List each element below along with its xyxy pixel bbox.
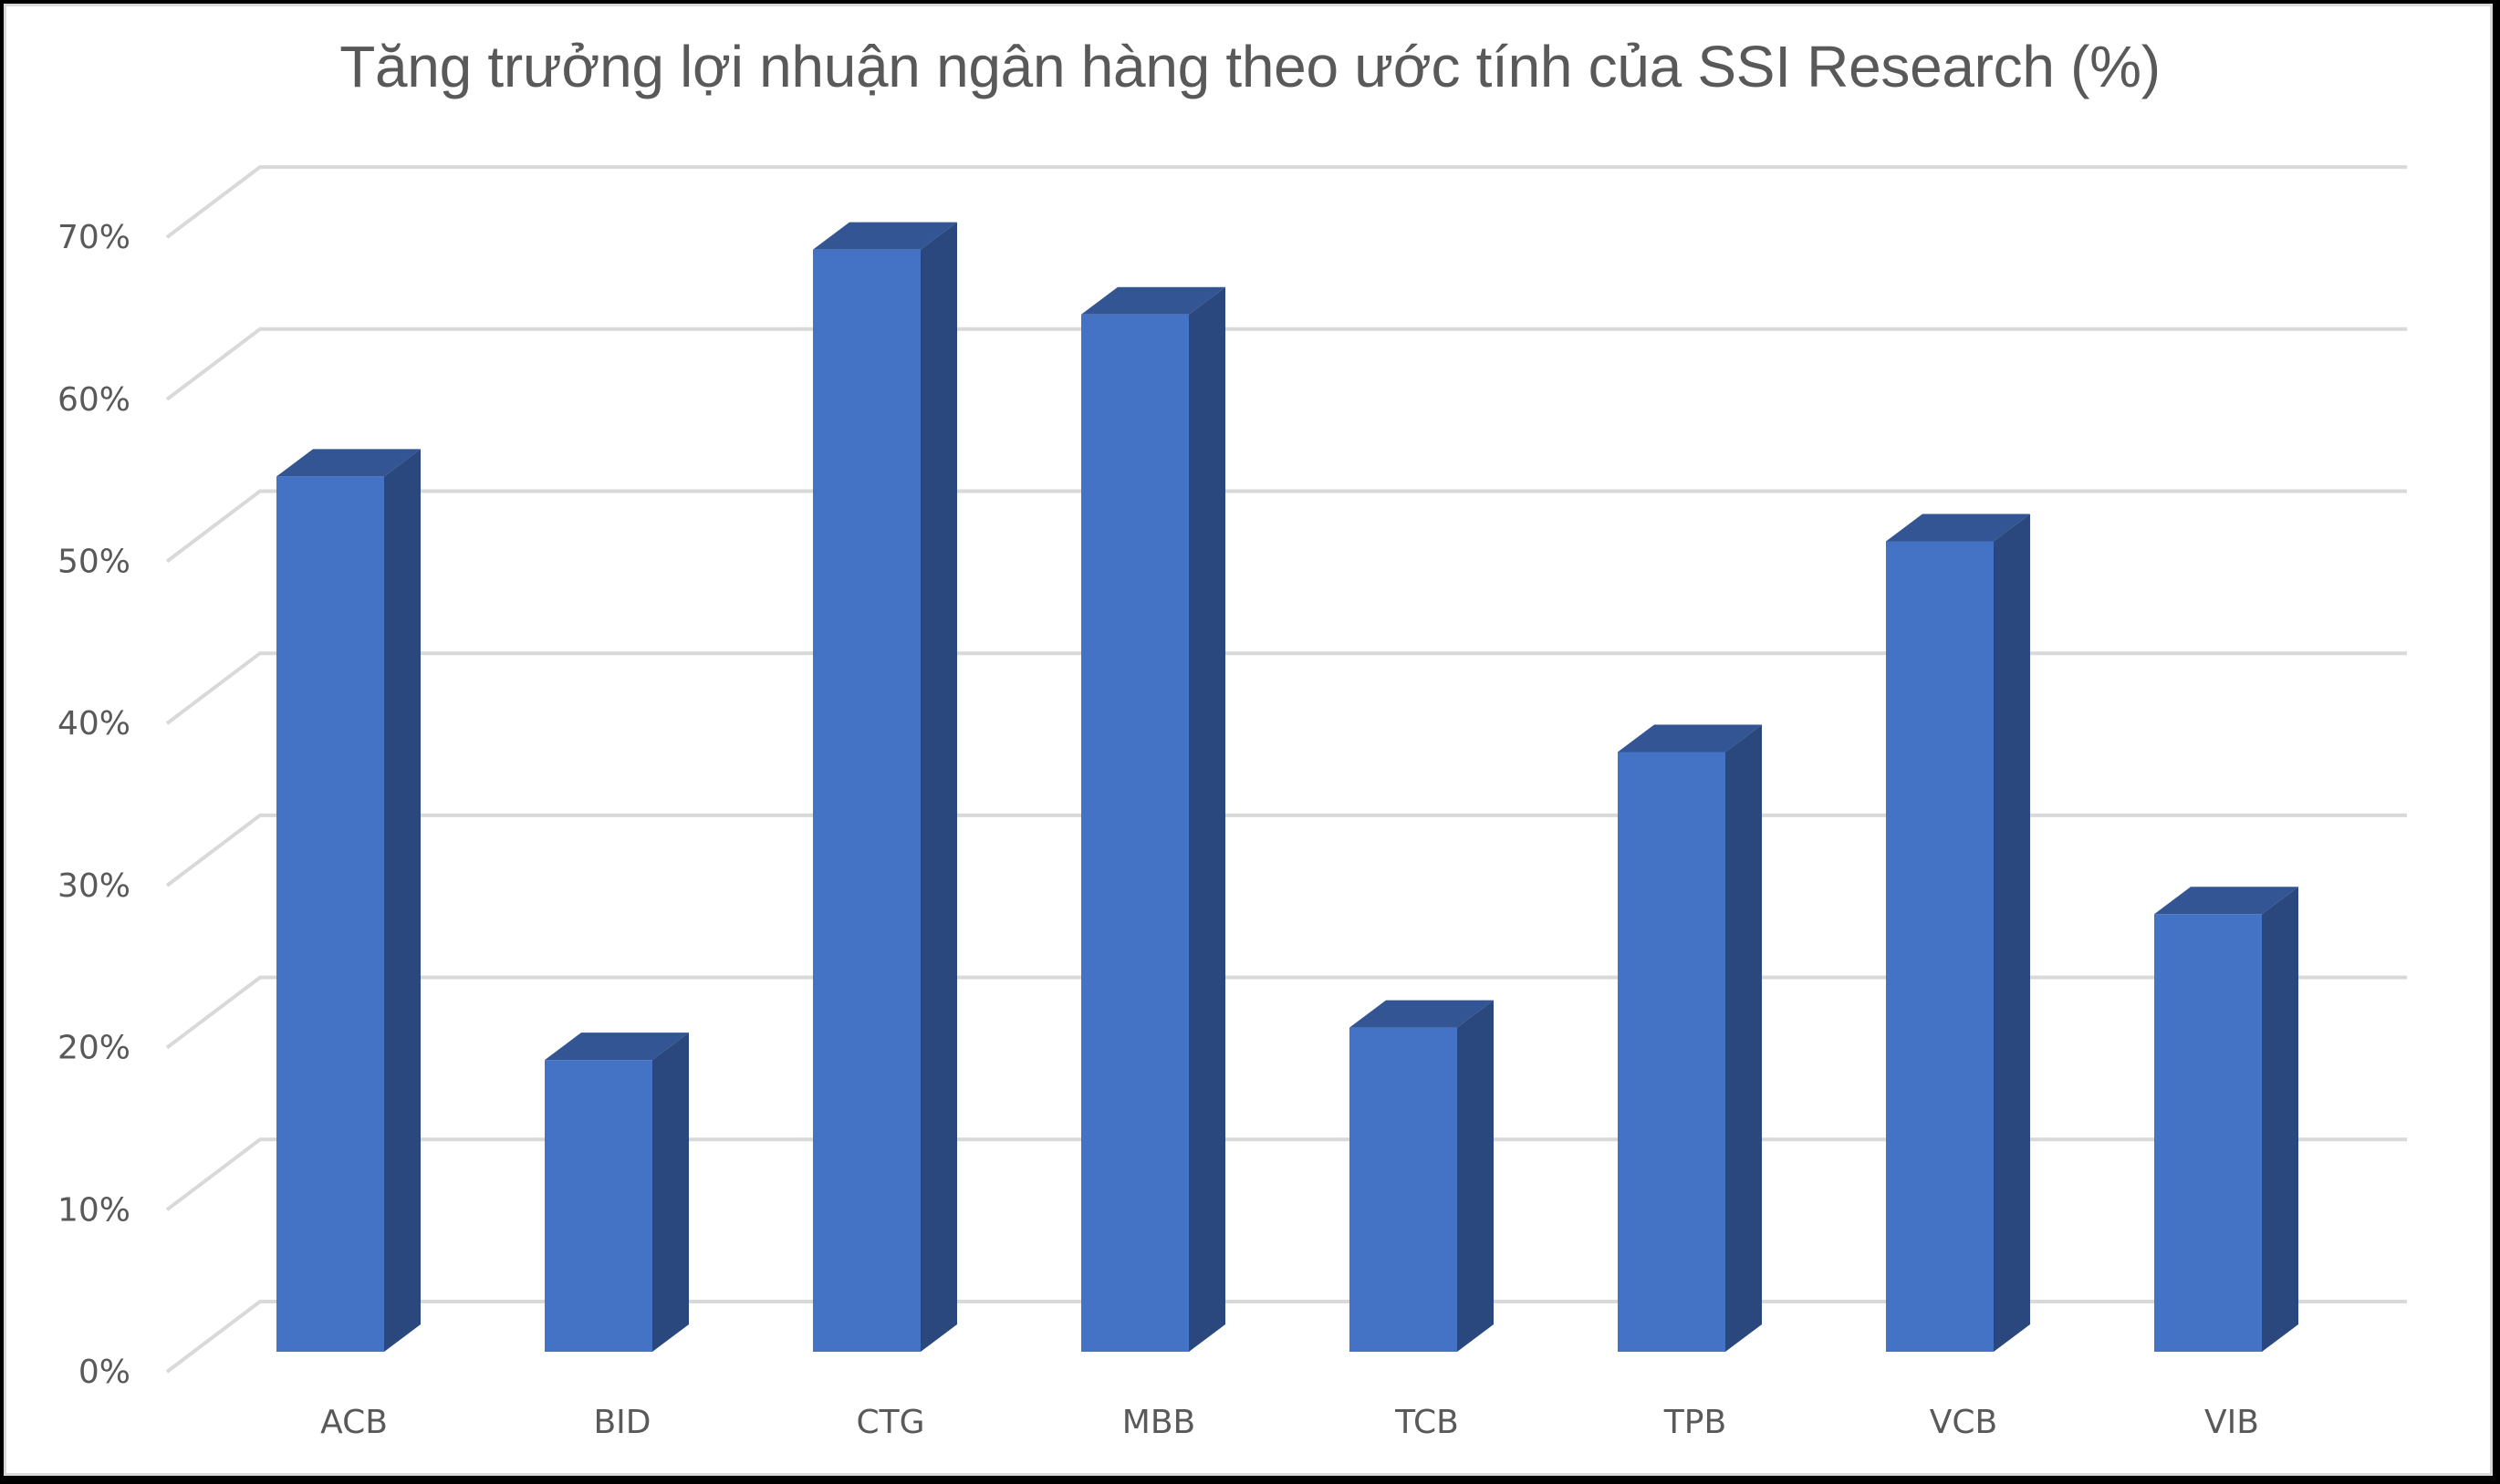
- gridline: [165, 813, 2407, 887]
- bar-top-face: [545, 1033, 689, 1061]
- gridline: [165, 651, 2407, 725]
- bar-front-face: [545, 1060, 652, 1352]
- gridlines: [165, 165, 2407, 1374]
- x-category-label: TCB: [1394, 1404, 1459, 1441]
- bar-top-face: [1081, 286, 1225, 315]
- bar-tpb: [1618, 724, 1762, 1352]
- bar-bid: [545, 1033, 689, 1352]
- bar-front-face: [2154, 914, 2262, 1352]
- gridline: [165, 327, 2407, 401]
- bar-top-face: [813, 222, 957, 250]
- gridline: [165, 1300, 2407, 1374]
- x-category-label: TPB: [1663, 1404, 1726, 1441]
- bar-top-face: [276, 449, 421, 477]
- bar-side-face: [384, 449, 421, 1352]
- y-tick-label: 30%: [57, 867, 130, 905]
- bar-side-face: [1457, 1000, 1494, 1352]
- bars: [276, 222, 2298, 1353]
- bar-front-face: [813, 249, 921, 1352]
- bar-vcb: [1886, 514, 2030, 1352]
- x-category-label: VIB: [2204, 1404, 2259, 1441]
- chart-title: Tăng trưởng lợi nhuận ngân hàng theo ước…: [339, 34, 2161, 99]
- gridline: [165, 489, 2407, 564]
- bar-top-face: [2154, 887, 2298, 915]
- gridline: [165, 975, 2407, 1050]
- gridline: [165, 165, 2407, 239]
- bar-top-face: [1886, 514, 2030, 542]
- bar-vib: [2154, 887, 2298, 1352]
- bar-side-face: [921, 222, 957, 1352]
- bar-front-face: [1349, 1027, 1457, 1352]
- gridline: [165, 1137, 2407, 1211]
- bar-side-face: [2262, 887, 2298, 1352]
- bar-mbb: [1081, 286, 1225, 1353]
- bar-side-face: [1189, 286, 1225, 1353]
- bar-acb: [276, 449, 421, 1352]
- y-tick-label: 60%: [57, 381, 130, 419]
- bar-side-face: [1994, 514, 2030, 1352]
- bar-front-face: [1618, 752, 1725, 1352]
- bar-ctg: [813, 222, 957, 1352]
- bar-tcb: [1349, 1000, 1494, 1352]
- bar-front-face: [1081, 314, 1189, 1353]
- bar-side-face: [652, 1033, 689, 1352]
- bar-top-face: [1618, 724, 1762, 752]
- x-category-label: VCB: [1930, 1404, 1997, 1441]
- bar-front-face: [276, 476, 384, 1352]
- y-tick-label: 10%: [57, 1191, 130, 1229]
- bar-side-face: [1725, 724, 1762, 1352]
- y-tick-label: 70%: [57, 219, 130, 256]
- x-category-label: ACB: [320, 1404, 388, 1441]
- bar-top-face: [1349, 1000, 1494, 1028]
- x-category-label: BID: [593, 1404, 651, 1441]
- y-tick-label: 20%: [57, 1030, 130, 1067]
- y-tick-label: 40%: [57, 705, 130, 742]
- x-axis-labels: ACB BID CTG MBB TCB TPB VCB VIB: [320, 1404, 2259, 1441]
- bar-front-face: [1886, 541, 1994, 1352]
- x-category-label: MBB: [1122, 1404, 1195, 1441]
- y-axis-labels: 0% 10% 20% 30% 40% 50% 60% 70%: [57, 219, 130, 1391]
- x-category-label: CTG: [856, 1404, 924, 1441]
- y-tick-label: 50%: [57, 544, 130, 581]
- y-tick-label: 0%: [78, 1354, 130, 1391]
